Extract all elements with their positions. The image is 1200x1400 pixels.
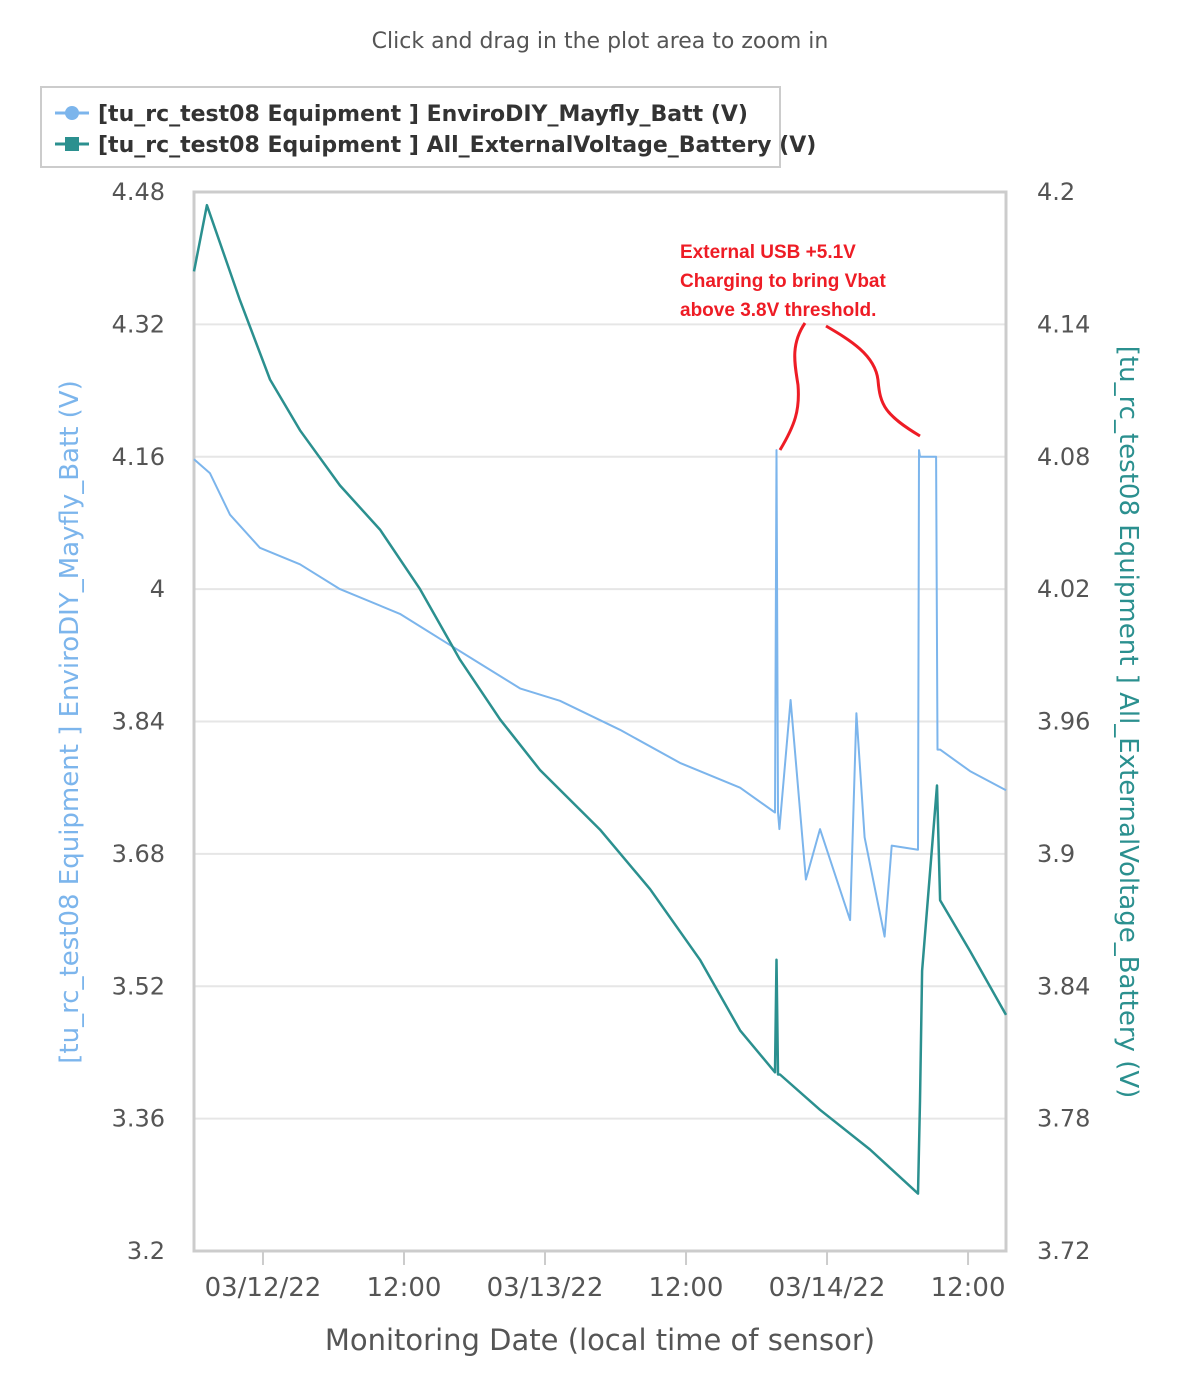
right-tick-label: 3.78 (1037, 1105, 1090, 1133)
series-group (192, 203, 1008, 1195)
legend-marker-square (65, 137, 79, 151)
legend-marker-circle (65, 106, 79, 120)
x-tick-label: 12:00 (649, 1273, 724, 1303)
right-tick-label: 4.2 (1037, 178, 1075, 206)
annotation: External USB +5.1V Charging to bring Vba… (680, 242, 921, 451)
left-tick-label: 3.2 (127, 1237, 165, 1265)
left-axis-ticks: 3.2 3.36 3.52 3.68 3.84 4 4.16 4.32 4.48 (112, 178, 165, 1265)
left-tick-label: 3.52 (112, 972, 165, 1000)
left-tick-label: 3.68 (112, 840, 165, 868)
x-axis-ticks: 03/12/22 12:00 03/13/22 12:00 03/14/22 12:00 (205, 1251, 1006, 1303)
series-line-mayfly-batt[interactable] (193, 449, 1007, 938)
right-tick-label: 4.08 (1037, 443, 1090, 471)
legend-label-external: [tu_rc_test08 Equipment ] All_ExternalVo… (98, 133, 816, 158)
chart-subtitle: Click and drag in the plot area to zoom … (372, 29, 829, 54)
legend: [tu_rc_test08 Equipment ] EnviroDIY_Mayf… (40, 86, 816, 168)
series-line-external-voltage[interactable] (192, 203, 1008, 1195)
right-axis-ticks: 3.72 3.78 3.84 3.9 3.96 4.02 4.08 4.14 4.2 (1037, 178, 1090, 1265)
right-tick-label: 3.96 (1037, 708, 1090, 736)
left-tick-label: 4 (150, 575, 165, 603)
gridlines (194, 323, 1006, 1120)
annotation-arrow-2 (825, 324, 921, 438)
legend-box (40, 86, 781, 168)
legend-label-mayfly: [tu_rc_test08 Equipment ] EnviroDIY_Mayf… (98, 102, 748, 127)
right-tick-label: 3.9 (1037, 840, 1075, 868)
left-tick-label: 4.48 (112, 178, 165, 206)
right-tick-label: 3.72 (1037, 1237, 1090, 1265)
annotation-line-3: above 3.8V threshold. (680, 300, 876, 321)
x-tick-label: 03/13/22 (487, 1273, 604, 1303)
right-tick-label: 3.84 (1037, 972, 1090, 1000)
right-axis-title: [tu_rc_test08 Equipment ] All_ExternalVo… (1113, 346, 1143, 1099)
annotation-line-2: Charging to bring Vbat (680, 271, 886, 292)
plot-area[interactable] (192, 190, 1008, 1253)
x-tick-label: 12:00 (367, 1273, 442, 1303)
x-tick-label: 03/14/22 (769, 1273, 886, 1303)
x-tick-label: 12:00 (931, 1273, 1006, 1303)
left-tick-label: 4.16 (112, 443, 165, 471)
annotation-line-1: External USB +5.1V (680, 242, 856, 263)
x-axis-title: Monitoring Date (local time of sensor) (325, 1323, 875, 1357)
legend-item-mayfly[interactable]: [tu_rc_test08 Equipment ] EnviroDIY_Mayf… (55, 102, 748, 127)
left-tick-label: 3.84 (112, 708, 165, 736)
right-tick-label: 4.02 (1037, 575, 1090, 603)
right-tick-label: 4.14 (1037, 310, 1090, 338)
left-axis-title: [tu_rc_test08 Equipment ] EnviroDIY_Mayf… (55, 380, 85, 1063)
annotation-arrow-1 (778, 322, 807, 451)
left-tick-label: 4.32 (112, 310, 165, 338)
legend-item-external[interactable]: [tu_rc_test08 Equipment ] All_ExternalVo… (55, 133, 816, 158)
x-tick-label: 03/12/22 (205, 1273, 322, 1303)
left-tick-label: 3.36 (112, 1105, 165, 1133)
